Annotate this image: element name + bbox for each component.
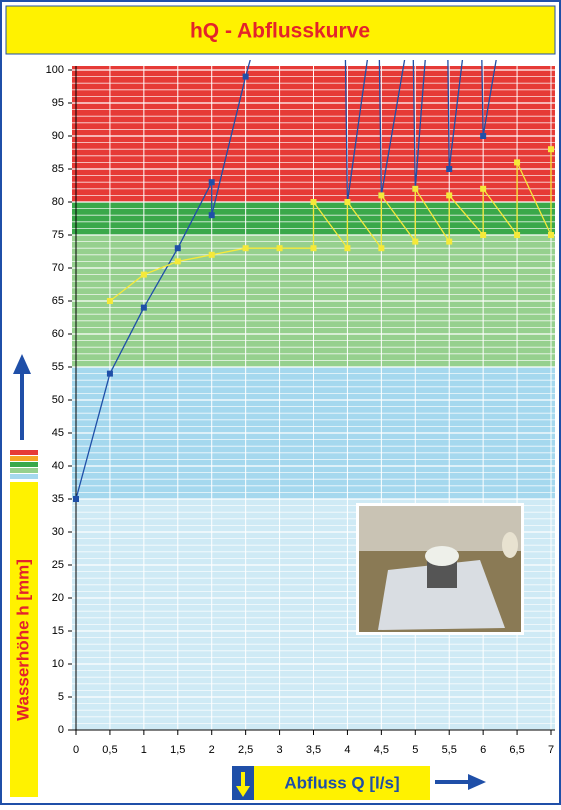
point [480, 133, 487, 139]
legend-stripe [10, 456, 38, 461]
legend-stripe [10, 450, 38, 455]
legend-stripe [10, 468, 38, 473]
y-tick-label: 25 [52, 559, 64, 571]
point [446, 192, 453, 199]
y-tick-label: 10 [52, 658, 64, 670]
y-tick-label: 70 [52, 262, 64, 274]
point [276, 245, 283, 252]
y-tick-label: 15 [52, 625, 64, 637]
legend-stripe [10, 474, 38, 479]
point [514, 232, 521, 238]
legend-stripe [10, 462, 38, 467]
y-tick-label: 50 [52, 394, 64, 406]
x-tick-label: 6 [480, 744, 486, 756]
y-tick-label: 75 [52, 229, 64, 241]
photo-cap [425, 546, 459, 566]
x-tick-label: 3,5 [306, 744, 321, 756]
x-label-box [232, 766, 430, 800]
x-tick-label: 6,5 [509, 744, 524, 756]
arrow-head [13, 354, 31, 374]
x-tick-label: 1 [141, 744, 147, 756]
point [344, 245, 351, 252]
point [514, 159, 521, 166]
point [140, 304, 147, 311]
x-tick-label: 4 [344, 744, 350, 756]
chart-title: hQ - Abflusskurve [190, 20, 370, 43]
photo-plate [378, 560, 505, 630]
x-tick-label: 0 [73, 744, 79, 756]
point [208, 179, 215, 186]
point [548, 232, 554, 238]
plot: 0510152025303540455055606570758085909510… [46, 60, 555, 756]
point [446, 166, 453, 172]
arrow-head [236, 786, 250, 797]
point [242, 73, 249, 80]
x-tick-label: 3 [277, 744, 283, 756]
photo-object [502, 532, 518, 558]
x-tick-label: 5,5 [442, 744, 457, 756]
point [106, 298, 113, 304]
y-tick-label: 40 [52, 460, 64, 472]
y-tick-label: 60 [52, 328, 64, 340]
y-tick-label: 20 [52, 592, 64, 604]
point [310, 245, 317, 252]
y-tick-label: 5 [58, 691, 64, 703]
point [174, 245, 181, 252]
y-tick-label: 30 [52, 526, 64, 538]
point [412, 185, 419, 192]
y-tick-label: 45 [52, 427, 64, 439]
y-tick-label: 0 [58, 724, 64, 736]
y-tick-label: 80 [52, 196, 64, 208]
x-tick-label: 4,5 [374, 744, 389, 756]
title-box [5, 5, 556, 55]
x-tick-label: 1,5 [170, 744, 185, 756]
point [140, 271, 147, 278]
y-tick-label: 100 [46, 64, 64, 76]
point [73, 496, 79, 502]
point [480, 232, 487, 238]
point [412, 238, 419, 245]
point [344, 199, 351, 205]
x-tick-label: 2,5 [238, 744, 253, 756]
series-layer [73, 60, 554, 502]
point [378, 245, 385, 252]
photo [356, 503, 524, 635]
point [480, 185, 487, 192]
y-tick-label: 85 [52, 163, 64, 175]
x-tick-label: 2 [209, 744, 215, 756]
y-tick-label: 90 [52, 130, 64, 142]
y-label-box [10, 482, 38, 797]
x-axis-label: Abfluss Q [l/s] [284, 773, 399, 792]
photo-wall [359, 506, 521, 551]
point [106, 370, 113, 377]
point [242, 245, 249, 252]
y-tick-label: 55 [52, 361, 64, 373]
series-line [109, 149, 552, 302]
point [378, 192, 385, 199]
point [208, 251, 215, 258]
x-tick-label: 7 [548, 744, 554, 756]
y-axis-label: Wasserhöhe h [mm] [13, 559, 32, 721]
point [548, 146, 554, 153]
point [310, 199, 317, 205]
y-tick-label: 65 [52, 295, 64, 307]
point [174, 258, 181, 265]
y-tick-label: 35 [52, 493, 64, 505]
y-tick-label: 95 [52, 97, 64, 109]
x-tick-label: 5 [412, 744, 418, 756]
point [208, 212, 215, 219]
x-tick-label: 0,5 [102, 744, 117, 756]
arrow-head [468, 774, 486, 790]
point [446, 238, 453, 245]
